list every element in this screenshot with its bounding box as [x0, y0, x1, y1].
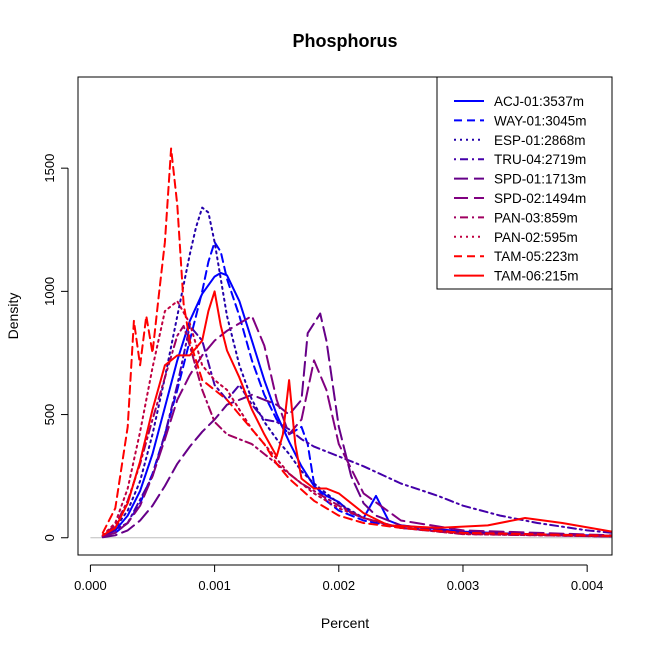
- y-axis: 0 500 1000 1500: [42, 154, 69, 541]
- chart-title: Phosphorus: [292, 31, 397, 51]
- legend-label: ACJ-01:3537m: [494, 94, 584, 109]
- x-axis-label: Percent: [321, 615, 369, 631]
- y-tick-label: 0: [42, 534, 57, 541]
- series-line-tam-05: [101, 147, 612, 537]
- legend-label: TAM-06:215m: [494, 269, 579, 284]
- legend-label: SPD-02:1494m: [494, 191, 586, 206]
- legend-label: SPD-01:1713m: [494, 172, 586, 187]
- legend-box: [436, 76, 613, 290]
- y-tick-label: 1500: [42, 154, 57, 183]
- legend-label: PAN-02:595m: [494, 230, 578, 245]
- legend: ACJ-01:3537m WAY-01:3045m ESP-01:2868m TRU-…: [436, 76, 613, 290]
- y-axis-label: Density: [5, 293, 21, 340]
- series-line-pan-03: [101, 324, 612, 538]
- x-tick-label: 0.002: [323, 578, 356, 593]
- legend-label: TRU-04:2719m: [494, 152, 586, 167]
- y-tick-label: 500: [42, 404, 57, 426]
- x-tick-label: 0.004: [571, 578, 604, 593]
- series-line-acj-01: [101, 271, 612, 538]
- plot-frame: [77, 76, 613, 556]
- series-line-esp-01: [101, 206, 612, 538]
- x-axis: 0.000 0.001 0.002 0.003 0.004: [74, 564, 604, 593]
- legend-label: TAM-05:223m: [494, 249, 579, 264]
- series-line-spd-02: [101, 315, 612, 538]
- x-tick-label: 0.001: [198, 578, 231, 593]
- legend-label: ESP-01:2868m: [494, 133, 586, 148]
- plot-area: [90, 147, 612, 539]
- legend-label: WAY-01:3045m: [494, 113, 587, 128]
- x-tick-label: 0.000: [74, 578, 107, 593]
- series-line-tru-04: [101, 324, 612, 538]
- series-line-pan-02: [101, 300, 612, 538]
- series-line-spd-01: [101, 312, 612, 539]
- y-tick-label: 1000: [42, 277, 57, 306]
- series-line-tam-06: [101, 290, 612, 537]
- legend-label: PAN-03:859m: [494, 210, 578, 225]
- x-tick-label: 0.003: [447, 578, 480, 593]
